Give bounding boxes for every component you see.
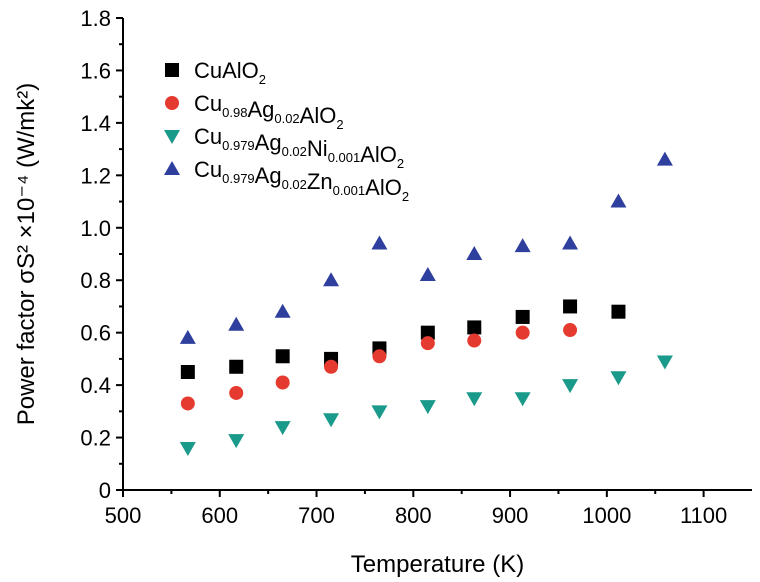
legend-label-2: Cu0.98Ag0.02AlO2 (194, 91, 344, 132)
data-point-series-4 (656, 151, 673, 166)
data-point-series-2 (467, 333, 482, 348)
x-tick-label: 500 (105, 503, 142, 528)
x-tick-label: 700 (298, 503, 335, 528)
data-point-series-3 (274, 421, 291, 436)
data-point-series-1 (180, 365, 195, 379)
data-point-series-4 (274, 303, 291, 318)
data-point-series-3 (228, 434, 245, 449)
data-point-series-4 (179, 329, 196, 344)
data-point-series-2 (180, 396, 195, 411)
data-point-series-3 (323, 413, 340, 428)
ticks: 500 600 700 800 900 1000 1100 0 0.2 0.4 0.6 0.8 1.0 1… (80, 6, 727, 528)
x-axis-title: Temperature (K) (351, 551, 524, 578)
data-point-series-4 (466, 246, 483, 260)
legend-marker-1 (165, 63, 179, 77)
data-point-series-2 (372, 349, 387, 364)
legend-marker-4 (164, 161, 180, 175)
x-tick-label: 800 (395, 503, 432, 528)
data-point-series-3 (610, 371, 627, 386)
legend-label-4: Cu0.979Ag0.02Zn0.001AlO2 (194, 157, 409, 204)
x-tick-label: 1000 (582, 503, 631, 528)
data-point-series-3 (419, 400, 436, 415)
data-point-series-4 (562, 235, 579, 250)
data-point-series-4 (228, 316, 245, 331)
x-tick-label: 900 (492, 503, 529, 528)
data-point-series-4 (371, 235, 388, 250)
data-point-series-4 (419, 266, 436, 281)
data-point-series-1 (515, 309, 530, 324)
data-point-series-3 (179, 442, 196, 457)
data-point-series-2 (229, 385, 244, 400)
y-axis-title: Power factor σS² ×10⁻⁴ (W/mk²) (13, 83, 40, 426)
y-tick-label: 1.0 (80, 216, 111, 241)
y-tick-label: 0 (99, 478, 111, 503)
data-point-series-4 (323, 272, 340, 287)
data-point-series-4 (514, 238, 531, 253)
data-point-series-1 (611, 304, 626, 319)
data-point-series-1 (229, 359, 244, 374)
legend-label-1: CuAlO2 (194, 58, 266, 87)
data-point-series-2 (563, 323, 578, 338)
legend-label-3: Cu0.979Ag0.02Ni0.001AlO2 (194, 124, 404, 171)
data-point-series-2 (515, 325, 530, 340)
y-tick-label: 1.6 (80, 58, 111, 83)
y-tick-label: 1.4 (80, 111, 111, 136)
y-tick-label: 1.8 (80, 6, 111, 31)
y-tick-label: 0.4 (80, 373, 111, 398)
data-point-series-3 (514, 392, 531, 407)
axes (122, 18, 752, 491)
data-point-series-3 (562, 379, 579, 394)
data-point-series-3 (656, 355, 673, 370)
legend: CuAlO2 Cu0.98Ag0.02AlO2Cu0.979Ag0.02Ni0.0… (164, 58, 409, 204)
data-point-series-3 (371, 405, 388, 420)
data-point-series-1 (563, 299, 578, 314)
legend-marker-2 (165, 96, 179, 110)
data-point-series-4 (610, 193, 627, 208)
data-point-series-2 (420, 336, 435, 351)
y-tick-label: 0.8 (80, 268, 111, 293)
y-tick-label: 1.2 (80, 163, 111, 188)
legend-marker-3 (164, 130, 180, 144)
x-tick-label: 600 (201, 503, 238, 528)
x-tick-label: 1100 (680, 503, 727, 528)
data-marks (179, 151, 673, 457)
data-point-series-1 (420, 325, 435, 340)
y-tick-label: 0.6 (80, 321, 111, 346)
data-point-series-2 (324, 359, 339, 374)
data-point-series-3 (466, 392, 483, 407)
y-tick-label: 0.2 (80, 426, 111, 451)
data-point-series-2 (275, 375, 290, 390)
data-point-series-1 (467, 320, 482, 335)
data-point-series-1 (275, 349, 290, 364)
